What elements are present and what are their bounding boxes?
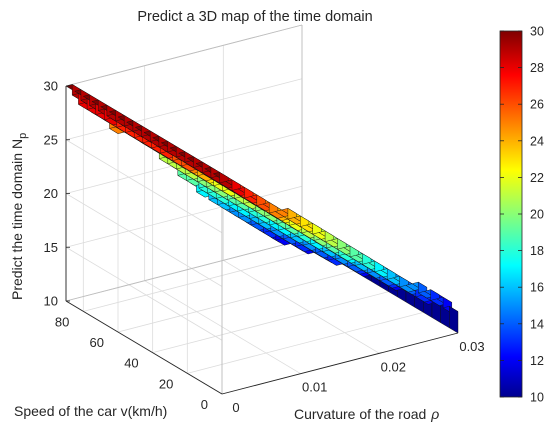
y-tick-label: 40 xyxy=(124,356,138,371)
z-tick-label: 25 xyxy=(44,132,58,147)
colorbar: 10 12 14 16 18 20 22 24 26 28 30 xyxy=(499,25,544,405)
colorbar-tick-label: 22 xyxy=(530,171,544,185)
x-axis-label: Curvature of the road ρ xyxy=(294,406,439,422)
surface-step xyxy=(449,305,459,334)
axis-line xyxy=(221,332,459,395)
colorbar-tick-label: 14 xyxy=(530,317,544,331)
colorbar-tick-label: 16 xyxy=(530,281,544,295)
colorbar-tick-label: 10 xyxy=(530,391,544,405)
box-edge xyxy=(65,239,303,302)
x-tick-label: 0 xyxy=(232,400,239,415)
grid-line xyxy=(187,311,424,374)
y-axis-ticks: 0 20 40 60 80 xyxy=(55,314,208,412)
grid-line xyxy=(65,139,223,234)
z-tick-label: 20 xyxy=(44,186,58,201)
y-tick-label: 0 xyxy=(201,397,208,412)
grid-line xyxy=(65,246,223,341)
grid-line xyxy=(223,259,380,354)
grid-line xyxy=(65,78,303,141)
colorbar-tick-label: 28 xyxy=(530,61,544,75)
grid-line xyxy=(152,291,389,354)
colorbar-tick-label: 20 xyxy=(530,208,544,222)
colorbar-ticks: 10 12 14 16 18 20 22 24 26 28 30 xyxy=(500,25,544,405)
x-tick-label: 0.03 xyxy=(459,339,484,354)
colorbar-tick-label: 30 xyxy=(530,25,544,39)
x-tick-label: 0.02 xyxy=(381,359,406,374)
x-tick-label: 0.01 xyxy=(302,380,327,395)
box-edge xyxy=(65,24,303,87)
z-tick-label: 15 xyxy=(44,240,58,255)
z-axis-ticks: 10 15 20 25 30 xyxy=(44,79,70,309)
grid-line xyxy=(144,280,301,375)
axis-line xyxy=(65,300,223,395)
x-axis-ticks: 0 0.01 0.02 0.03 xyxy=(232,339,484,415)
grid-line xyxy=(83,249,320,312)
z-tick-label: 10 xyxy=(44,294,58,309)
colorbar-tick-label: 24 xyxy=(530,134,544,148)
grid-line xyxy=(65,185,303,248)
z-tick-label: 30 xyxy=(44,79,58,94)
colorbar-tick-label: 26 xyxy=(530,98,544,112)
y-tick-label: 60 xyxy=(90,335,104,350)
y-axis-label: Speed of the car v(km/h) xyxy=(14,403,167,419)
chart-title: Predict a 3D map of the time domain xyxy=(137,9,372,25)
colorbar-tick-label: 12 xyxy=(530,354,544,368)
grid-line xyxy=(117,270,355,333)
grid-line xyxy=(65,193,223,287)
surface-plot xyxy=(65,84,459,334)
z-axis-label: Predict the time domain Np xyxy=(9,133,29,300)
colorbar-tick-label: 18 xyxy=(530,244,544,258)
y-tick-label: 80 xyxy=(55,314,69,329)
y-tick-label: 20 xyxy=(159,376,173,391)
